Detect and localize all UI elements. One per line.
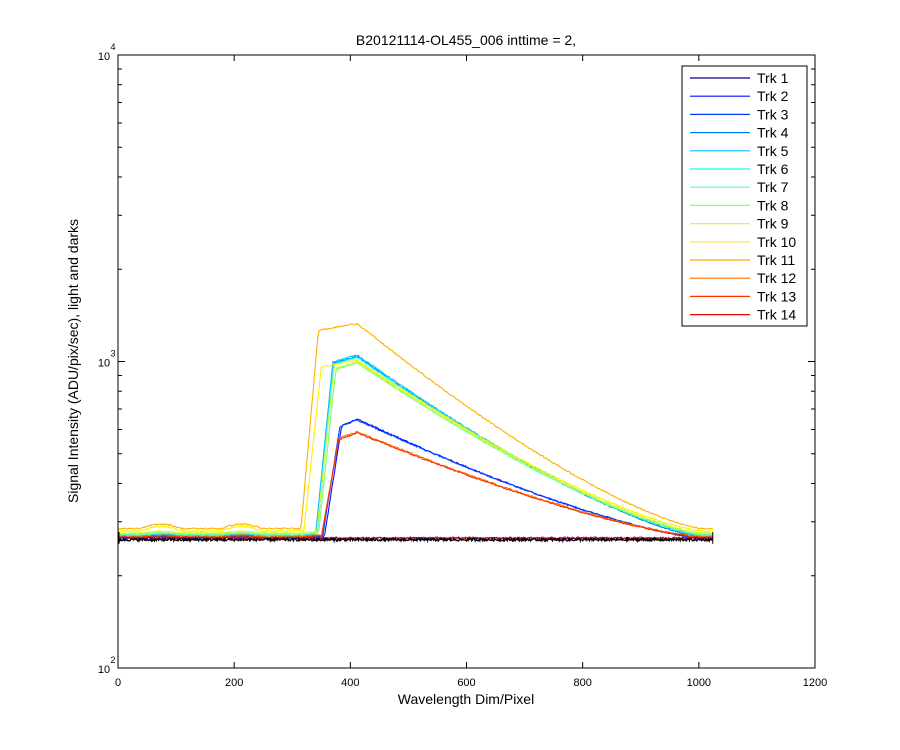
legend-label: Trk 1 <box>757 70 789 86</box>
legend-label: Trk 7 <box>757 179 789 195</box>
series-layer <box>117 322 714 540</box>
series-line-trk-12 <box>117 430 713 539</box>
x-tick-label: 1000 <box>687 677 711 689</box>
darks-line <box>117 536 713 544</box>
legend-label: Trk 5 <box>757 143 789 159</box>
x-tick-label: 800 <box>573 677 591 689</box>
y-axis-label: Signal Intensity (ADU/pix/sec), light an… <box>65 219 81 503</box>
legend-label: Trk 12 <box>757 270 796 286</box>
series-line-trk-8 <box>117 361 714 536</box>
series-line-trk-11 <box>117 322 713 530</box>
x-tick-label: 1200 <box>803 677 827 689</box>
y-tick-label-base: 10 <box>98 358 110 370</box>
legend-label: Trk 9 <box>757 216 789 232</box>
legend-label: Trk 4 <box>757 125 789 141</box>
legend-label: Trk 13 <box>757 288 796 304</box>
series-line-trk-14 <box>117 536 714 540</box>
legend-label: Trk 11 <box>757 252 795 268</box>
x-tick-label: 200 <box>225 677 243 689</box>
darks-layer <box>117 532 714 544</box>
x-tick-label: 400 <box>341 677 359 689</box>
legend-label: Trk 8 <box>757 197 789 213</box>
legend-label: Trk 14 <box>757 307 796 323</box>
legend-label: Trk 3 <box>757 106 789 122</box>
y-tick-label-exp: 4 <box>110 42 115 52</box>
legend-items: Trk 1 Trk 2 Trk 3 Trk 4 Trk 5 Trk 6 Trk 7 Trk 8… <box>690 70 796 323</box>
legend: Trk 1 Trk 2 Trk 3 Trk 4 Trk 5 Trk 6 Trk 7 Trk 8… <box>681 65 808 327</box>
y-tick-label-exp: 3 <box>110 349 115 359</box>
y-tick-label-base: 10 <box>98 664 110 676</box>
x-axis-label: Wavelength Dim/Pixel <box>398 691 534 707</box>
x-tick-label: 0 <box>115 677 121 689</box>
legend-box <box>681 65 808 327</box>
chart-title: B20121114-OL455_006 inttime = 2, <box>356 32 576 48</box>
legend-label: Trk 10 <box>757 234 796 250</box>
y-tick-label-exp: 2 <box>110 655 115 665</box>
x-tick-label: 600 <box>457 677 475 689</box>
legend-label: Trk 6 <box>757 161 789 177</box>
series-line-trk-9 <box>117 360 714 536</box>
series-line-trk-10 <box>118 359 714 533</box>
legend-label: Trk 2 <box>757 88 789 104</box>
y-tick-label-base: 10 <box>98 51 110 63</box>
